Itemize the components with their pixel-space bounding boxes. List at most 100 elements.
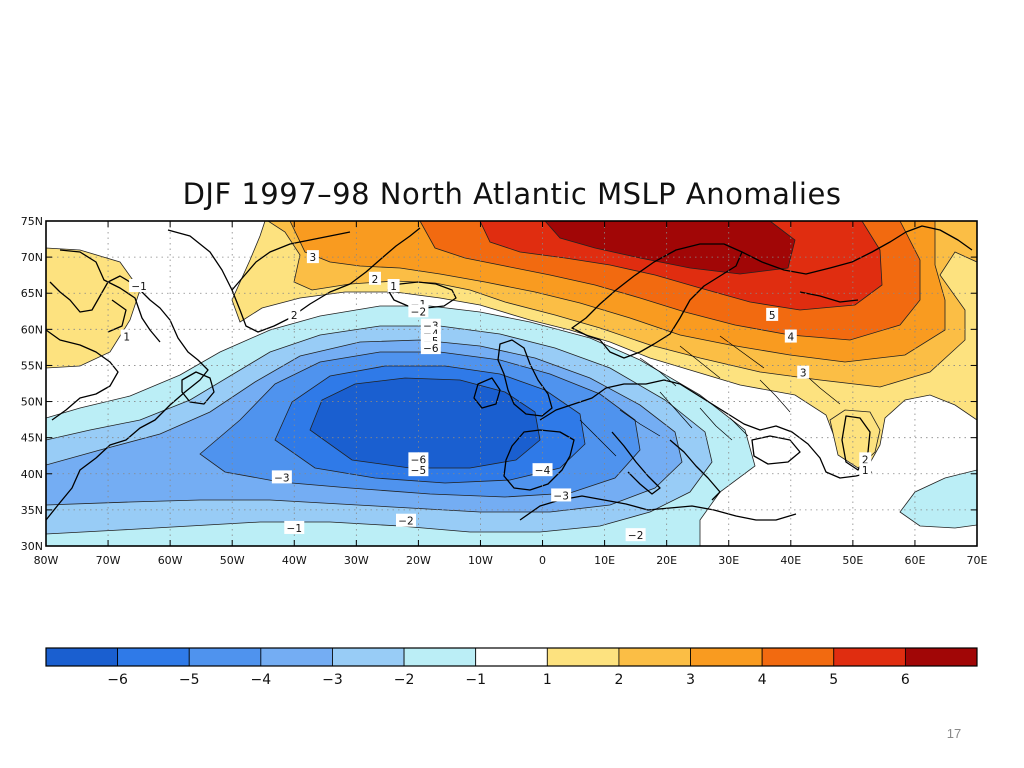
color-bar-label: −4: [251, 672, 272, 688]
contour-label-box: [271, 470, 292, 484]
color-bar-segment: [475, 647, 548, 667]
contour-label: 1: [123, 332, 130, 344]
contour-label-box: [120, 329, 133, 343]
coast-italy-balkans: [611, 431, 721, 501]
color-bar-label: 6: [901, 672, 910, 688]
contour-label-box: [551, 488, 572, 502]
contour-label-box: [859, 463, 872, 477]
lon-tick-label: 50W: [220, 554, 245, 567]
lon-tick-label: 70E: [967, 554, 988, 567]
lon-tick-label: 50E: [842, 554, 863, 567]
lat-tick-label: 70N: [21, 251, 43, 264]
color-bar-frame: [45, 647, 978, 667]
lat-tick-label: 55N: [21, 359, 43, 372]
contour-label: −4: [535, 465, 551, 477]
color-bar-segment: [45, 647, 119, 667]
contour-label: 1: [862, 465, 869, 477]
coastlines: [46, 225, 973, 521]
lat-tick-label: 35N: [21, 504, 43, 517]
color-bar-label: −5: [179, 672, 200, 688]
contour-label: −3: [274, 472, 289, 484]
lon-tick-label: 30W: [344, 554, 369, 567]
coast-hudson-bay: [46, 329, 119, 421]
lon-tick-label: 60E: [904, 554, 925, 567]
contour-label-box: [797, 365, 810, 379]
color-bar-segment: [904, 647, 978, 667]
lat-tick-label: 45N: [21, 432, 43, 445]
contour-label-box: [408, 304, 429, 318]
color-bar-label: 1: [543, 672, 552, 688]
coast-europe: [539, 379, 873, 479]
contour-label-box: [420, 341, 441, 355]
grid-lines: [46, 221, 977, 546]
borders-europe: [579, 335, 841, 457]
map-title: DJF 1997–98 North Atlantic MSLP Anomalie…: [182, 177, 842, 211]
color-bar-segment: [690, 647, 763, 667]
color-bar-segment: [260, 647, 333, 667]
coast-greenland: [167, 227, 421, 333]
lon-tick-label: 20E: [656, 554, 677, 567]
color-bar-segment: [117, 647, 190, 667]
coast-labrador-islands: [59, 249, 161, 343]
coast-north-america: [46, 275, 209, 521]
color-bar-segment: [188, 647, 262, 667]
contour-label-box: [859, 452, 872, 466]
lat-tick-label: 30N: [21, 540, 43, 553]
contour-label: 3: [800, 368, 807, 380]
contour-label: 1: [390, 281, 397, 293]
color-bar-label: 4: [758, 672, 767, 688]
contour-label-box: [129, 279, 150, 292]
plot-frame: [45, 220, 978, 547]
coast-british-isles: [473, 339, 553, 417]
contour-label: 5: [769, 310, 776, 322]
lon-tick-label: 20W: [406, 554, 431, 567]
contour-label: −2: [411, 306, 426, 318]
lon-tick-label: 60W: [158, 554, 183, 567]
lon-tick-label: 0: [539, 554, 546, 567]
lat-tick-label: 75N: [21, 215, 43, 228]
color-bar-segment: [618, 647, 691, 667]
contour-label: 2: [862, 454, 869, 466]
contour-label-box: [408, 452, 429, 466]
contour-label: −3: [553, 490, 568, 502]
contour-label-box: [532, 463, 553, 477]
color-bar-label: −3: [322, 672, 343, 688]
contour-label-box: [625, 528, 646, 542]
color-bar-label: −6: [107, 672, 128, 688]
contour-label: 2: [291, 310, 298, 322]
color-bar-segment: [332, 647, 405, 667]
lat-tick-label: 40N: [21, 468, 43, 481]
contour-label: −2: [628, 530, 643, 542]
color-bar-segment: [833, 647, 906, 667]
contour-label-box: [288, 307, 301, 321]
coast-arctic-russia: [741, 225, 973, 303]
lat-tick-label: 50N: [21, 396, 43, 409]
slide-number: 17: [946, 726, 962, 741]
color-bar-label: 2: [614, 672, 623, 688]
color-bar-segment: [403, 647, 477, 667]
color-bar-label: 5: [829, 672, 838, 688]
contour-label-box: [368, 271, 381, 285]
lon-tick-label: 10W: [468, 554, 493, 567]
negative-anomaly-east: [899, 469, 977, 529]
color-bar-labels: −6 −5 −4 −3 −2 −1 1 2 3 4 5 6: [107, 672, 910, 688]
lon-tick-label: 70W: [96, 554, 121, 567]
contour-label: −2: [398, 516, 413, 528]
coast-newfoundland: [181, 371, 215, 405]
coast-iberia: [503, 429, 575, 491]
lon-tick-label: 10E: [594, 554, 615, 567]
lon-tick-label: 80W: [34, 554, 59, 567]
contour-label-box: [284, 520, 305, 534]
lon-tick-label: 40E: [780, 554, 801, 567]
coast-scandinavia: [571, 243, 743, 359]
lon-tick-label: 40W: [282, 554, 307, 567]
contour-label-box: [784, 329, 797, 343]
color-bar: [45, 647, 978, 667]
color-bar-label: −1: [465, 672, 486, 688]
contour-label: −5: [411, 465, 426, 477]
color-bar-label: 3: [686, 672, 695, 688]
anomaly-fields: [46, 221, 977, 546]
contour-label: 2: [372, 274, 379, 286]
